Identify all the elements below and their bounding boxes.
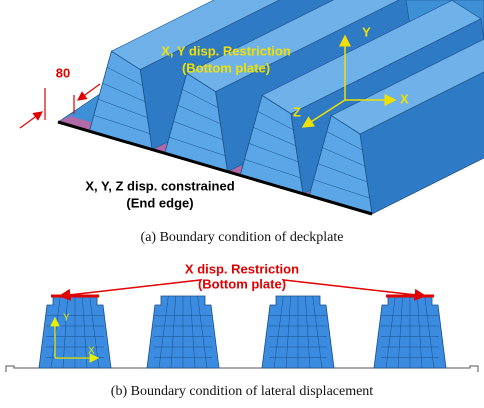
- axis-label: X: [88, 346, 95, 357]
- mesh-line: [106, 66, 143, 86]
- ribs: [88, 0, 484, 215]
- constraint-label: X, Y, Z disp. constrained: [85, 178, 234, 193]
- mesh-line: [273, 295, 284, 369]
- arrow: [283, 279, 427, 301]
- caption: (b) Boundary condition of lateral displa…: [111, 384, 374, 399]
- lateral-ribs: [5, 294, 479, 372]
- mesh-line: [326, 131, 363, 151]
- mesh-line: [305, 295, 311, 369]
- mesh-line: [190, 295, 196, 369]
- mesh-line: [170, 295, 176, 369]
- mesh-line: [322, 147, 365, 167]
- mesh-line: [169, 137, 226, 156]
- mesh-line: [62, 295, 68, 369]
- mesh-line: [313, 179, 370, 199]
- mesh-line: [102, 82, 146, 102]
- mesh-line: [317, 163, 368, 183]
- restriction-label: X, Y disp. Restriction: [161, 43, 291, 58]
- mesh-line: [82, 295, 88, 369]
- mesh-line: [50, 295, 61, 369]
- mesh-line: [197, 295, 208, 369]
- arrow: [58, 279, 201, 301]
- dim-arrow: [19, 111, 43, 129]
- mesh-line: [424, 295, 435, 369]
- mesh-line: [93, 114, 150, 134]
- mesh-line: [182, 89, 219, 108]
- axis-z: [301, 99, 346, 128]
- mesh-line: [312, 295, 323, 369]
- mesh-line: [257, 111, 294, 130]
- mesh-line: [417, 295, 423, 369]
- caption: (a) Boundary condition of deckplate: [141, 230, 344, 245]
- mesh-line: [177, 105, 221, 124]
- mesh-line: [385, 295, 396, 369]
- mesh-line: [248, 143, 299, 162]
- axis-label: X: [400, 91, 409, 106]
- mesh-line: [173, 121, 223, 140]
- mesh-line: [158, 295, 169, 369]
- mesh-line: [244, 159, 301, 178]
- constraint-label: (End edge): [126, 195, 193, 210]
- mesh-line: [253, 127, 296, 146]
- axis-label: Y: [362, 24, 371, 39]
- restriction-label: (Bottom plate): [182, 60, 270, 75]
- restriction-label: (Bottom plate): [198, 276, 286, 291]
- axis-label: Y: [63, 313, 70, 324]
- axis-label: Z: [293, 104, 301, 119]
- mesh-line: [285, 295, 291, 369]
- dim-arrow: [77, 83, 101, 101]
- mesh-line: [397, 295, 403, 369]
- mesh-line: [98, 98, 148, 118]
- dimension-label: 80: [56, 65, 70, 80]
- ground-line: [5, 365, 479, 372]
- restriction-label: X disp. Restriction: [185, 261, 299, 276]
- end-edge: [57, 120, 373, 216]
